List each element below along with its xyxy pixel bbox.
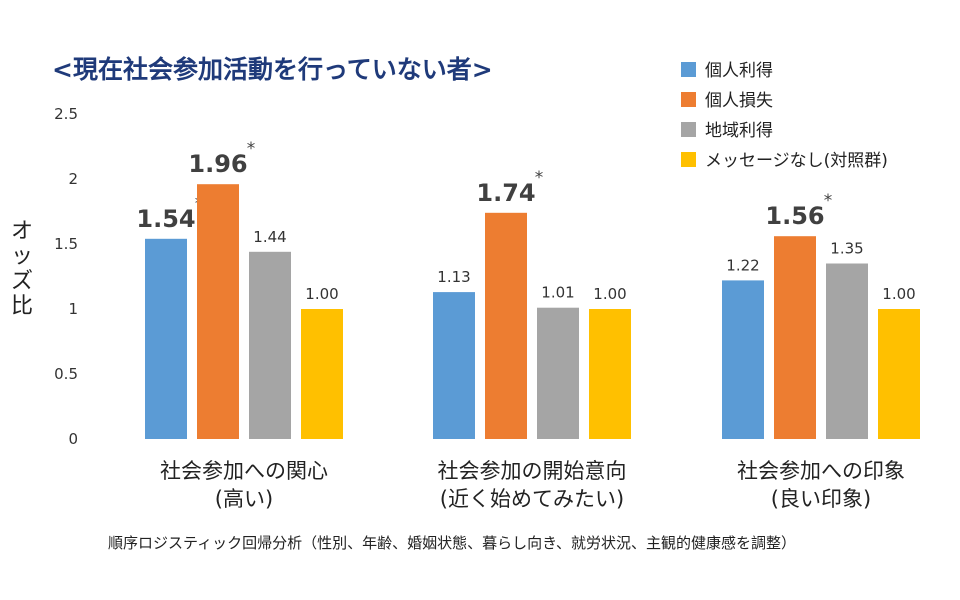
legend-swatch [681, 152, 696, 167]
data-label: 1.54 [136, 205, 195, 233]
category-label: 社会参加の開始意向 [438, 459, 627, 483]
data-label: 1.00 [305, 285, 338, 303]
legend-label: メッセージなし(対照群) [705, 151, 888, 171]
data-label: 1.22 [726, 256, 759, 274]
bars: 1.54*1.96*1.441.001.131.74*1.011.001.221… [136, 139, 920, 439]
y-tick-label: 1.5 [54, 235, 78, 253]
data-label: 1.35 [830, 240, 863, 258]
y-tick-label: 0.5 [54, 365, 78, 383]
significance-mark: * [247, 139, 256, 159]
bar [197, 184, 239, 439]
category-sublabel: (高い) [215, 487, 273, 511]
data-label: 1.96 [188, 150, 247, 178]
bar [878, 309, 920, 439]
footnote: 順序ロジスティック回帰分析（性別、年齢、婚姻状態、暮らし向き、就労状況、主観的健… [108, 534, 796, 552]
category-labels: 社会参加への関心 (高い) 社会参加の開始意向 (近く始めてみたい) 社会参加への印象 (… [160, 459, 905, 511]
legend-label: 個人損失 [705, 91, 773, 111]
legend-label: 個人利得 [705, 61, 773, 81]
y-tick-label: 1 [68, 300, 78, 318]
bar [589, 309, 631, 439]
legend-swatch [681, 92, 696, 107]
legend-label: 地域利得 [705, 121, 773, 141]
y-tick-label: 0 [68, 430, 78, 448]
data-label: 1.01 [541, 284, 574, 302]
bar [249, 251, 291, 439]
category-sublabel: (近く始めてみたい) [440, 487, 624, 511]
category-sublabel: (良い印象) [771, 487, 871, 511]
bar [485, 212, 527, 439]
y-axis-ticks: 0 0.5 1 1.5 2 2.5 [54, 105, 78, 448]
y-axis-label: オッズ比 [11, 219, 33, 319]
bar [774, 236, 816, 439]
significance-mark: * [824, 191, 833, 211]
bar [537, 307, 579, 439]
bar [433, 292, 475, 439]
bar [145, 238, 187, 439]
bar [722, 280, 764, 439]
y-tick-label: 2.5 [54, 105, 78, 123]
significance-mark: * [535, 168, 544, 188]
data-label: 1.00 [593, 285, 626, 303]
chart-title: <現在社会参加活動を行っていない者> [52, 55, 493, 84]
data-label: 1.00 [882, 285, 915, 303]
category-label: 社会参加への関心 [160, 459, 328, 483]
legend-swatch [681, 62, 696, 77]
bar [826, 263, 868, 439]
y-tick-label: 2 [68, 170, 78, 188]
data-label: 1.74 [476, 179, 535, 207]
bar [301, 309, 343, 439]
legend-swatch [681, 122, 696, 137]
data-label: 1.56 [765, 202, 824, 230]
data-label: 1.44 [253, 228, 286, 246]
data-label: 1.13 [437, 268, 470, 286]
category-label: 社会参加への印象 [737, 459, 905, 483]
